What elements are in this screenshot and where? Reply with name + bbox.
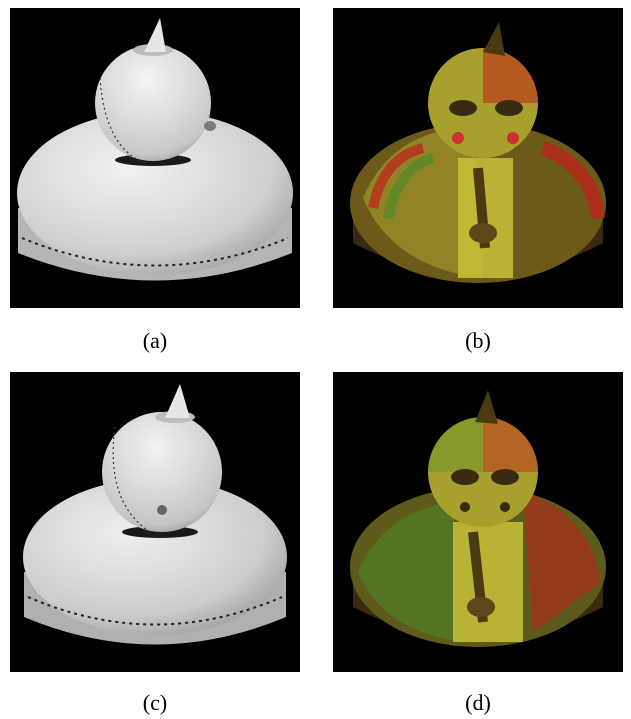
figure-panel-c <box>10 372 300 672</box>
caption-b: (b) <box>465 328 491 353</box>
anaglyph-render-d <box>333 372 623 672</box>
figure-panel-b <box>333 8 623 308</box>
figure-panel-d <box>333 372 623 672</box>
figure-panel-a <box>10 8 300 308</box>
anaglyph-render-b <box>333 8 623 308</box>
mesh-render-a <box>10 8 300 308</box>
caption-c: (c) <box>142 690 168 715</box>
caption-d: (d) <box>465 690 491 715</box>
caption-a: (a) <box>142 328 168 353</box>
mesh-render-c <box>10 372 300 672</box>
